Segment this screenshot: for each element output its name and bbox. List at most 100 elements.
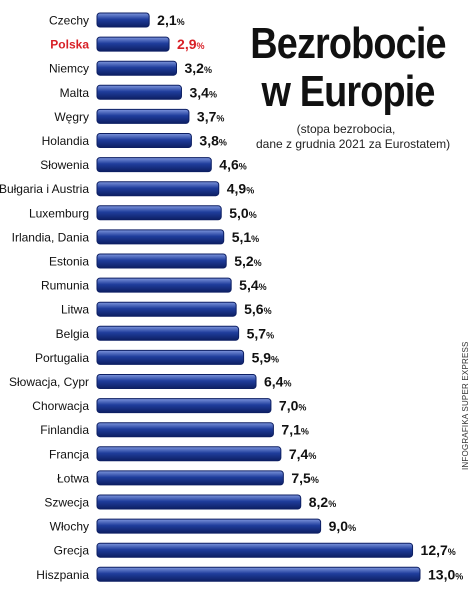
bar-row: Łotwa 7,5% bbox=[57, 470, 319, 486]
category-label: Bułgaria i Austria bbox=[0, 182, 89, 196]
bar-row: Rumunia 5,4% bbox=[41, 277, 267, 293]
bar-row: Luxemburg 5,0% bbox=[29, 205, 257, 221]
category-label: Holandia bbox=[42, 134, 90, 148]
bar-row: Szwecja 8,2% bbox=[44, 494, 336, 510]
bar-row: Słowenia 4,6% bbox=[40, 157, 246, 173]
bar bbox=[96, 60, 178, 76]
bar-row: Hiszpania 13,0% bbox=[36, 566, 463, 582]
value-label: 3,7% bbox=[197, 108, 224, 124]
bar bbox=[96, 325, 240, 341]
bar-row: Belgia 5,7% bbox=[56, 325, 274, 341]
bar bbox=[96, 157, 212, 173]
bar bbox=[96, 542, 414, 558]
value-label: 3,2% bbox=[185, 60, 212, 76]
bar-row: Włochy 9,0% bbox=[50, 518, 356, 534]
value-label: 7,0% bbox=[279, 398, 306, 414]
category-label: Niemcy bbox=[49, 62, 89, 76]
category-label: Irlandia, Dania bbox=[12, 230, 90, 244]
bar-row: Słowacja, Cypr 6,4% bbox=[9, 374, 292, 390]
bar bbox=[96, 301, 237, 317]
category-label: Francja bbox=[49, 447, 89, 461]
bar bbox=[96, 374, 257, 389]
value-label: 7,1% bbox=[281, 422, 308, 438]
category-label: Rumunia bbox=[41, 279, 89, 293]
bar-row: Finlandia 7,1% bbox=[40, 422, 309, 438]
bar-row: Estonia 5,2% bbox=[49, 253, 262, 269]
chart-title-line-2: w Europie bbox=[261, 67, 435, 116]
bar bbox=[96, 349, 245, 365]
bar bbox=[96, 446, 282, 462]
bar-row: Niemcy 3,2% bbox=[49, 60, 212, 76]
category-label: Polska bbox=[50, 38, 89, 52]
bar-row: Węgry 3,7% bbox=[54, 108, 224, 124]
category-label: Hiszpania bbox=[36, 568, 89, 582]
bar bbox=[96, 494, 302, 510]
bar bbox=[96, 36, 170, 52]
chart-subtitle-line-2: dane z grudnia 2021 za Eurostatem) bbox=[256, 137, 451, 151]
bar bbox=[96, 422, 274, 438]
category-label: Malta bbox=[60, 86, 90, 100]
bar-row: Holandia 3,8% bbox=[42, 133, 227, 149]
chart-subtitle: (stopa bezrobocia, dane z grudnia 2021 z… bbox=[256, 122, 451, 152]
category-label: Finlandia bbox=[40, 423, 89, 437]
value-label: 2,1% bbox=[157, 12, 184, 28]
bar bbox=[96, 518, 322, 534]
bar-row: Irlandia, Dania 5,1% bbox=[12, 229, 260, 245]
bar bbox=[96, 566, 421, 582]
category-label: Szwecja bbox=[44, 496, 89, 510]
category-label: Grecja bbox=[54, 544, 90, 558]
category-label: Litwa bbox=[61, 303, 89, 317]
bar-row: Litwa 5,6% bbox=[61, 301, 272, 317]
bar-row: Grecja 12,7% bbox=[54, 542, 456, 558]
category-label: Słowenia bbox=[40, 158, 89, 172]
value-label: 6,4% bbox=[264, 374, 291, 390]
bar-row: Czechy 2,1% bbox=[49, 12, 185, 28]
value-label: 7,4% bbox=[289, 446, 316, 462]
category-label: Chorwacja bbox=[32, 399, 89, 413]
bar bbox=[96, 470, 284, 486]
chart-subtitle-line-1: (stopa bezrobocia, bbox=[296, 122, 396, 136]
bar-row: Polska 2,9% bbox=[50, 36, 204, 52]
category-label: Słowacja, Cypr bbox=[9, 375, 89, 389]
bar bbox=[96, 84, 182, 100]
value-label: 5,1% bbox=[232, 229, 259, 245]
bar bbox=[96, 181, 220, 197]
chart-title-line-1: Bezrobocie bbox=[250, 19, 446, 68]
category-label: Portugalia bbox=[35, 351, 89, 365]
bar bbox=[96, 133, 192, 148]
value-label: 5,6% bbox=[244, 301, 271, 317]
category-label: Węgry bbox=[54, 110, 89, 124]
value-label: 4,6% bbox=[219, 157, 246, 173]
value-label: 7,5% bbox=[291, 470, 318, 486]
value-label: 5,2% bbox=[234, 253, 261, 269]
chart-title: Bezrobocie w Europie bbox=[228, 20, 468, 116]
bar-row: Portugalia 5,9% bbox=[35, 349, 279, 365]
bar-row: Malta 3,4% bbox=[60, 84, 217, 100]
credit-label: INFOGRAFIKA SUPER EXPRESS bbox=[461, 341, 470, 470]
category-label: Czechy bbox=[49, 14, 89, 28]
value-label: 13,0% bbox=[428, 566, 463, 582]
bar bbox=[96, 205, 222, 221]
category-label: Luxemburg bbox=[29, 206, 89, 220]
bar bbox=[96, 277, 232, 293]
value-label: 9,0% bbox=[329, 518, 356, 534]
category-label: Łotwa bbox=[57, 471, 89, 485]
value-label: 5,7% bbox=[247, 325, 274, 341]
bar-row: Chorwacja 7,0% bbox=[32, 398, 306, 414]
bar bbox=[96, 253, 227, 269]
bar bbox=[96, 398, 272, 414]
value-label: 8,2% bbox=[309, 494, 336, 510]
value-label: 3,8% bbox=[199, 133, 226, 149]
category-label: Belgia bbox=[56, 327, 90, 341]
value-label: 5,9% bbox=[252, 349, 279, 365]
category-label: Estonia bbox=[49, 255, 89, 269]
value-label: 5,0% bbox=[229, 205, 256, 221]
category-label: Włochy bbox=[50, 520, 89, 534]
value-label: 3,4% bbox=[189, 84, 216, 100]
bar bbox=[96, 108, 190, 124]
value-label: 4,9% bbox=[227, 181, 254, 197]
value-label: 12,7% bbox=[421, 542, 456, 558]
bar bbox=[96, 12, 150, 28]
